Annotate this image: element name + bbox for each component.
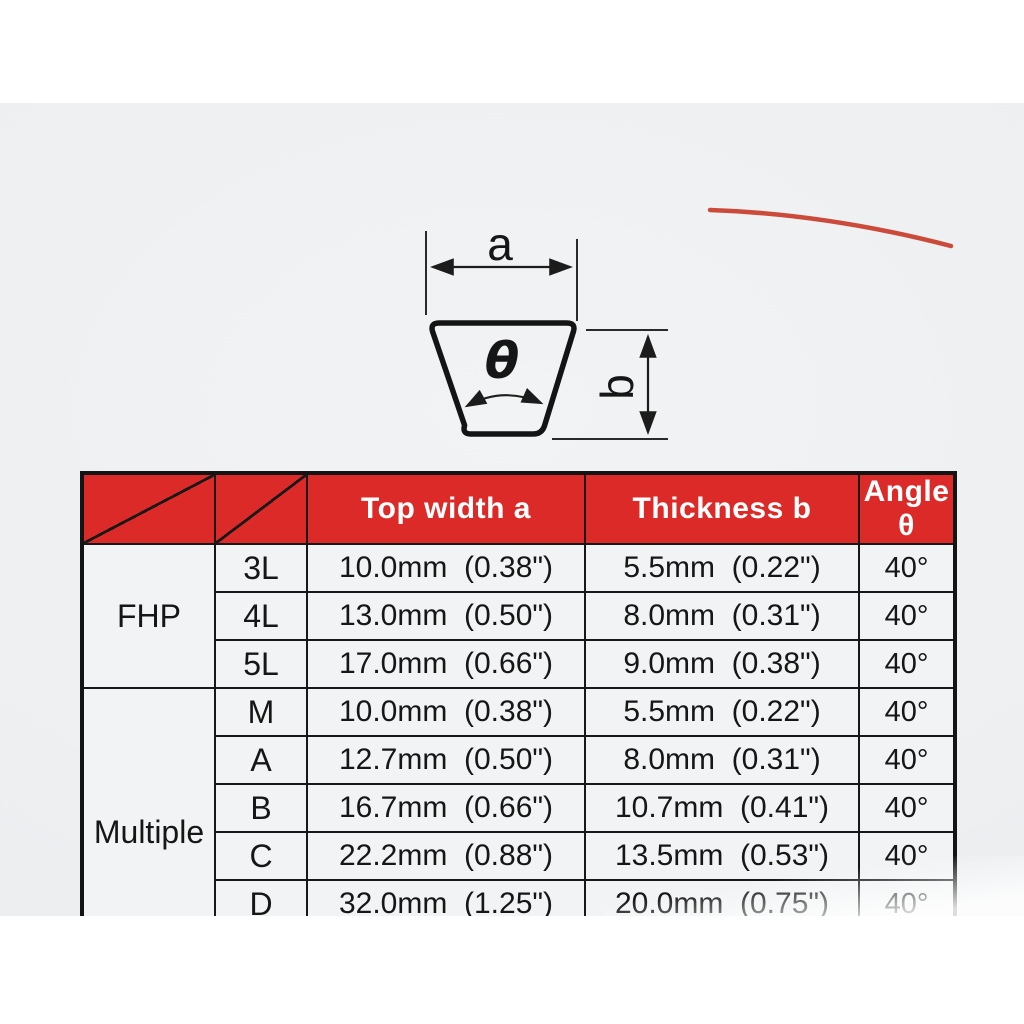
cell-angle: 40° [858,639,956,689]
cell-type: A [214,735,308,785]
cell-top-width: 17.0mm (0.66") [306,639,586,689]
cell-thickness: 5.5mm (0.22") [584,687,860,737]
header-angle: Angle θ [858,472,956,545]
table-row: FHP 3L 10.0mm (0.38") 5.5mm (0.22") 40° [81,543,956,689]
cell-thickness: 8.0mm (0.31") [584,591,860,641]
cell-angle: 40° [858,591,956,641]
table-row: A 12.7mm (0.50") 8.0mm (0.31") 40° [82,735,956,785]
angle-arc-arrow [464,388,544,408]
dimension-label-a: a [487,218,513,270]
cell-thickness: 9.0mm (0.38") [584,639,860,689]
cell-angle: 40° [858,735,956,785]
cell-type: M [214,687,308,737]
cell-type: 3L [214,543,308,593]
cell-thickness: 10.7mm (0.41") [584,783,860,833]
cell-top-width: 10.0mm (0.38") [306,687,586,737]
cell-type: C [214,831,308,881]
header-thickness: Thickness b [584,472,860,545]
cell-top-width: 10.0mm (0.38") [306,543,586,593]
header-row: Top width a Thickness b Angle θ [81,472,956,545]
table-row: C 22.2mm (0.88") 13.5mm (0.53") 40° [82,831,956,881]
header-top-width: Top width a [306,472,586,545]
cell-type: B [214,783,308,833]
group-label-fhp: FHP [81,543,216,689]
cell-angle: 40° [858,687,956,737]
catalog-page: a θ b Top width a Thickne [0,103,1024,979]
cell-angle: 40° [858,783,956,833]
red-arc-line [707,207,954,249]
header-group-diagonal-cell [81,472,216,545]
table-row: 5L 17.0mm (0.66") 9.0mm (0.38") 40° [82,639,956,689]
cell-type: 5L [214,639,308,689]
cell-top-width: 22.2mm (0.88") [306,831,586,881]
cell-angle: 40° [858,831,956,881]
table-row: B 16.7mm (0.66") 10.7mm (0.41") 40° [82,783,956,833]
belt-cross-section-diagram: a θ b [425,218,668,440]
photo-matte-top [0,0,1024,103]
cell-thickness: 13.5mm (0.53") [584,831,860,881]
photo-matte-bottom [0,916,1024,1024]
cell-thickness: 8.0mm (0.31") [584,735,860,785]
dimension-label-b: b [591,374,643,400]
table-row: Multiple M 10.0mm (0.38") 5.5mm (0.22") … [81,687,956,978]
cell-thickness: 5.5mm (0.22") [584,543,860,593]
vbelt-dimensions-table: Top width a Thickness b Angle θ FHP 3L 1… [80,471,957,979]
cell-top-width: 13.0mm (0.50") [306,591,586,641]
header-type-diagonal-cell [214,472,308,545]
cell-angle: 40° [858,543,956,593]
decorative-red-curve [707,207,954,249]
cell-type: 4L [214,591,308,641]
angle-label-theta: θ [485,332,519,390]
belt-trapezoid-outline [429,320,577,437]
cell-top-width: 16.7mm (0.66") [306,783,586,833]
cell-top-width: 12.7mm (0.50") [306,735,586,785]
table-row: 4L 13.0mm (0.50") 8.0mm (0.31") 40° [82,591,956,641]
